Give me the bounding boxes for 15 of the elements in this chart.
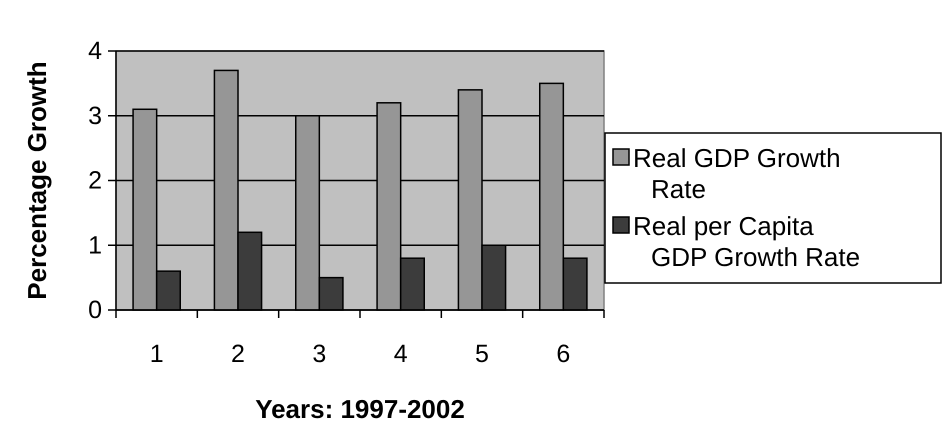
x-tick-label: 6 [556,340,570,368]
y-tick-label: 4 [88,37,102,65]
y-axis-title: Percentage Growth [22,61,52,300]
y-tick-label: 3 [88,102,102,130]
x-tick-label: 4 [394,340,408,368]
legend-label: Real GDP Growth Rate [633,143,841,204]
x-tick-label: 5 [475,340,489,368]
y-tick-label: 0 [88,296,102,324]
x-axis-title: Years: 1997-2002 [255,394,465,423]
x-tick-label: 2 [231,340,245,368]
x-tick-label: 1 [150,340,164,368]
legend-label: Real per Capita GDP Growth Rate [633,211,860,272]
y-tick-label: 2 [88,166,102,194]
y-tick-label: 1 [88,231,102,260]
x-tick-label: 3 [312,340,326,368]
